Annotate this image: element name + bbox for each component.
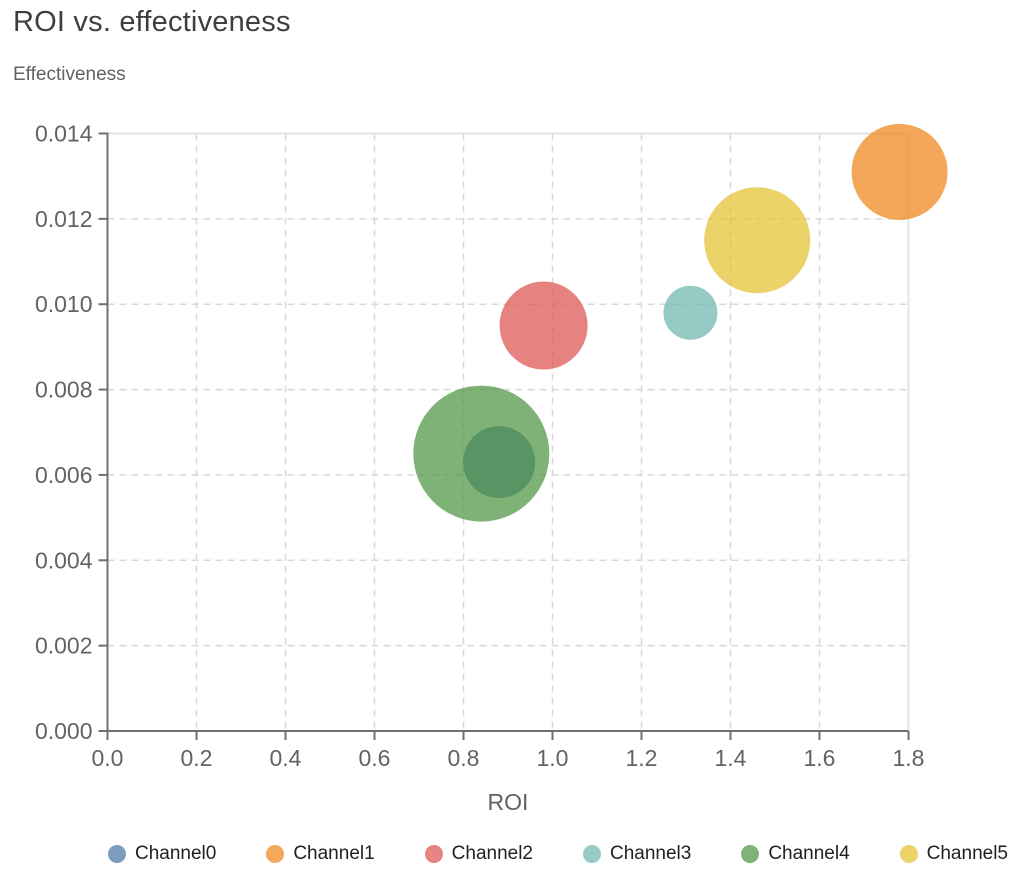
- bubble-channel4[interactable]: [413, 385, 550, 522]
- legend-swatch-icon: [266, 845, 285, 863]
- bubble-chart: 0.000 0.002 0.004 0.006 0.008 0.010 0.012 0.014…: [35, 121, 948, 815]
- x-tick-label: 1.6: [804, 745, 836, 771]
- legend-item-channel0: Channel0: [108, 843, 216, 865]
- y-tick-label: 0.002: [35, 633, 93, 659]
- x-tick-label: 0.0: [92, 745, 124, 771]
- legend-item-channel1: Channel1: [266, 843, 375, 865]
- chart-title: ROI vs. effectiveness: [13, 6, 291, 38]
- legend-label: Channel1: [293, 843, 375, 864]
- y-tick-label: 0.010: [35, 291, 93, 317]
- legend-swatch-icon: [108, 845, 126, 863]
- y-tick-label: 0.000: [35, 718, 93, 744]
- x-tick-label: 0.6: [359, 745, 391, 771]
- legend-swatch-icon: [582, 845, 601, 863]
- bubble-channel5[interactable]: [704, 187, 811, 294]
- y-tick-label: 0.014: [35, 121, 93, 147]
- legend-item-channel4: Channel4: [741, 843, 850, 865]
- y-tick-label: 0.008: [35, 377, 93, 403]
- bubble-channel2[interactable]: [499, 281, 588, 370]
- x-tick-label: 1.0: [537, 745, 569, 771]
- legend-label: Channel2: [451, 843, 533, 864]
- legend-swatch-icon: [741, 845, 760, 863]
- legend-label: Channel3: [609, 843, 692, 864]
- y-axis-title: Effectiveness: [13, 64, 126, 85]
- legend-swatch-icon: [899, 845, 918, 863]
- x-tick-label: 1.2: [626, 745, 658, 771]
- legend-label: Channel0: [135, 843, 217, 864]
- x-tick-label: 1.8: [893, 745, 925, 771]
- legend-item-channel5: Channel5: [899, 843, 1008, 865]
- y-tick-label: 0.004: [35, 547, 93, 573]
- legend-label: Channel5: [926, 843, 1008, 864]
- legend-label: Channel4: [768, 843, 850, 864]
- y-tick-label: 0.006: [35, 462, 93, 488]
- legend-swatch-icon: [424, 845, 443, 863]
- legend-item-channel3: Channel3: [582, 843, 692, 865]
- legend-item-channel2: Channel2: [424, 843, 533, 865]
- x-tick-label: 1.4: [715, 745, 747, 771]
- x-tick-label: 0.8: [448, 745, 480, 771]
- y-tick-label: 0.012: [35, 206, 93, 232]
- legend: Channel0 Channel1 Channel2 Channel3 Channel4…: [108, 843, 1008, 865]
- x-axis-title: ROI: [488, 789, 529, 815]
- x-tick-label: 0.4: [270, 745, 302, 771]
- x-tick-label: 0.2: [181, 745, 213, 771]
- bubble-channel1[interactable]: [851, 123, 948, 220]
- bubble-channel3[interactable]: [663, 285, 718, 340]
